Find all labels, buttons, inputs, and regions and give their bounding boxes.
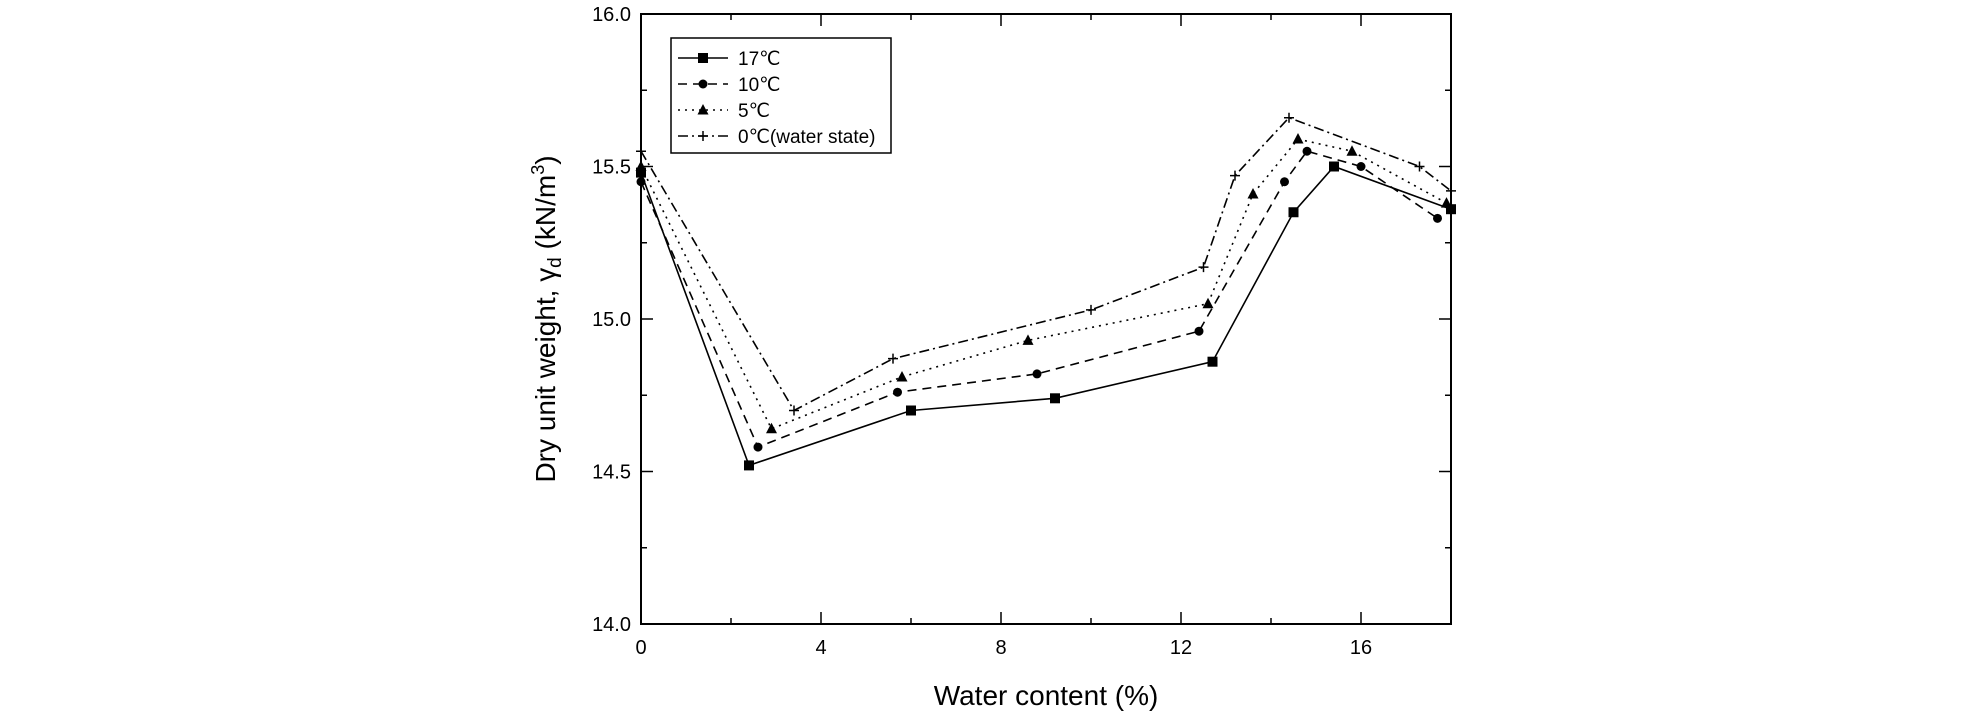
y-tick-label: 15.0 bbox=[592, 309, 631, 331]
series-1 bbox=[636, 146, 1442, 452]
square-marker bbox=[1050, 393, 1060, 404]
x-tick-label: 4 bbox=[815, 637, 826, 659]
y-tick-label: 15.5 bbox=[592, 157, 631, 179]
plus-marker bbox=[789, 405, 799, 416]
series-line bbox=[640, 138, 1447, 430]
square-marker bbox=[1207, 356, 1218, 367]
triangle-marker bbox=[896, 370, 908, 382]
series-line bbox=[640, 116, 1452, 412]
y-axis-title-unit: (kN/m bbox=[530, 175, 561, 257]
legend-label: 0℃(water state) bbox=[738, 127, 876, 148]
square-marker bbox=[1446, 204, 1456, 215]
circle-marker bbox=[1433, 213, 1442, 223]
circle-marker bbox=[893, 387, 902, 397]
series-line bbox=[640, 150, 1438, 449]
triangle-marker bbox=[1202, 297, 1214, 309]
plus-marker bbox=[1414, 161, 1425, 172]
circle-marker bbox=[698, 79, 708, 89]
square-marker bbox=[1329, 161, 1339, 172]
legend-item: 10℃ bbox=[678, 75, 780, 96]
circle-marker bbox=[636, 177, 646, 187]
x-tick-label: 8 bbox=[995, 637, 1006, 659]
circle-marker bbox=[753, 442, 763, 452]
plus-marker bbox=[636, 146, 646, 157]
series-2 bbox=[635, 133, 1452, 434]
series-0 bbox=[636, 161, 1456, 471]
triangle-marker bbox=[635, 160, 647, 171]
triangle-marker bbox=[1247, 187, 1259, 199]
circle-marker bbox=[1032, 369, 1042, 379]
y-axis-title-close: ) bbox=[530, 155, 561, 164]
x-tick-label: 16 bbox=[1350, 637, 1372, 659]
series-line bbox=[640, 165, 1452, 467]
legend-label: 5℃ bbox=[738, 101, 770, 122]
series-group bbox=[635, 112, 1456, 471]
tick-group: 0 4 8 12 16 14.0 14.5 15.0 15.5 16.0 bbox=[592, 4, 1452, 659]
plus-marker bbox=[1086, 304, 1096, 315]
legend-label: 17℃ bbox=[738, 49, 780, 70]
series-3 bbox=[636, 112, 1456, 416]
square-marker bbox=[744, 460, 754, 471]
circle-marker bbox=[1280, 177, 1289, 187]
triangle-marker bbox=[1441, 197, 1452, 208]
plus-marker bbox=[698, 131, 708, 141]
square-marker bbox=[698, 53, 708, 63]
plus-marker bbox=[1284, 112, 1294, 123]
y-tick-label: 14.5 bbox=[592, 462, 631, 484]
plus-marker bbox=[1198, 262, 1209, 273]
plus-marker bbox=[1230, 170, 1240, 181]
triangle-marker bbox=[697, 104, 709, 115]
triangle-marker bbox=[1292, 133, 1304, 144]
square-marker bbox=[906, 405, 916, 416]
x-axis-title: Water content (%) bbox=[934, 680, 1159, 711]
y-axis-title-superscript: 3 bbox=[528, 165, 548, 175]
legend-items: 17℃ 10℃ 5℃ 0℃(water state) bbox=[678, 49, 876, 148]
legend-item: 5℃ bbox=[678, 101, 770, 122]
y-axis-title-main: Dry unit weight, γ bbox=[530, 268, 561, 483]
triangle-marker bbox=[766, 422, 777, 434]
legend-label: 10℃ bbox=[738, 75, 780, 96]
plus-marker bbox=[888, 353, 898, 364]
triangle-marker bbox=[1022, 334, 1034, 345]
legend-item: 17℃ bbox=[678, 49, 780, 70]
y-axis-title-subscript: d bbox=[545, 257, 566, 268]
triangle-marker bbox=[1346, 145, 1358, 156]
circle-marker bbox=[1356, 162, 1366, 171]
x-tick-label: 0 bbox=[635, 637, 646, 659]
circle-marker bbox=[1302, 146, 1312, 156]
x-tick-label: 12 bbox=[1170, 637, 1192, 659]
circle-marker bbox=[1194, 326, 1204, 336]
legend-item: 0℃(water state) bbox=[678, 127, 876, 148]
y-axis-title: Dry unit weight, γd (kN/m3) bbox=[528, 155, 566, 482]
y-tick-label: 16.0 bbox=[592, 4, 631, 26]
y-tick-label: 14.0 bbox=[592, 614, 631, 636]
legend: 17℃ 10℃ 5℃ 0℃(water state) bbox=[670, 37, 892, 154]
plus-marker bbox=[1446, 185, 1456, 196]
square-marker bbox=[636, 167, 646, 178]
square-marker bbox=[1288, 207, 1299, 218]
